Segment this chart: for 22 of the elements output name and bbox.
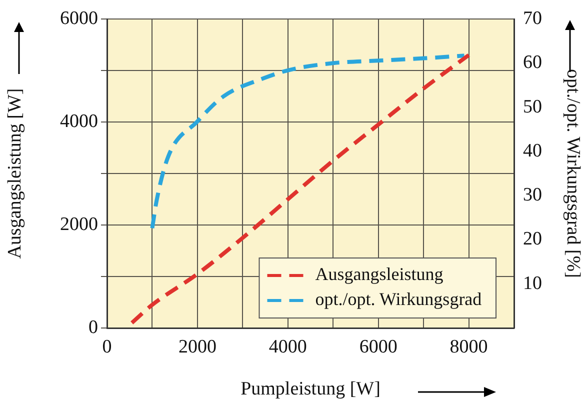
y2-tick-label: 70 [523, 8, 542, 29]
y2-tick-label: 50 [523, 96, 542, 118]
x-tick-label: 6000 [359, 336, 398, 358]
x-tick-label: 8000 [450, 336, 488, 358]
legend-label: Ausgangsleistung [315, 264, 444, 284]
line-series [150, 54, 466, 230]
legend-label: opt./opt. Wirkungsgrad [315, 289, 482, 310]
y2-tick-label: 20 [523, 228, 542, 250]
y-tick-label: 0 [88, 316, 98, 338]
y2-axis-title: opt./opt. Wirkungsgrad [%] [562, 69, 584, 278]
y2-tick-label: 30 [523, 184, 542, 206]
y2-tick-label: 60 [523, 52, 542, 74]
y2-tick-label: 40 [523, 140, 542, 162]
y2-tick-label: 10 [523, 272, 542, 294]
x-tick-label: 0 [102, 336, 112, 358]
x-tick-label: 2000 [178, 336, 216, 358]
y-axis-title: Ausgangsleistung [W] [4, 88, 26, 259]
y-tick-label: 6000 [60, 8, 98, 29]
y-tick-label: 2000 [60, 214, 98, 235]
y-tick-label: 4000 [60, 110, 98, 132]
x-axis-title: Pumpleistung [W] [240, 378, 380, 400]
x-tick-label: 4000 [268, 336, 307, 358]
